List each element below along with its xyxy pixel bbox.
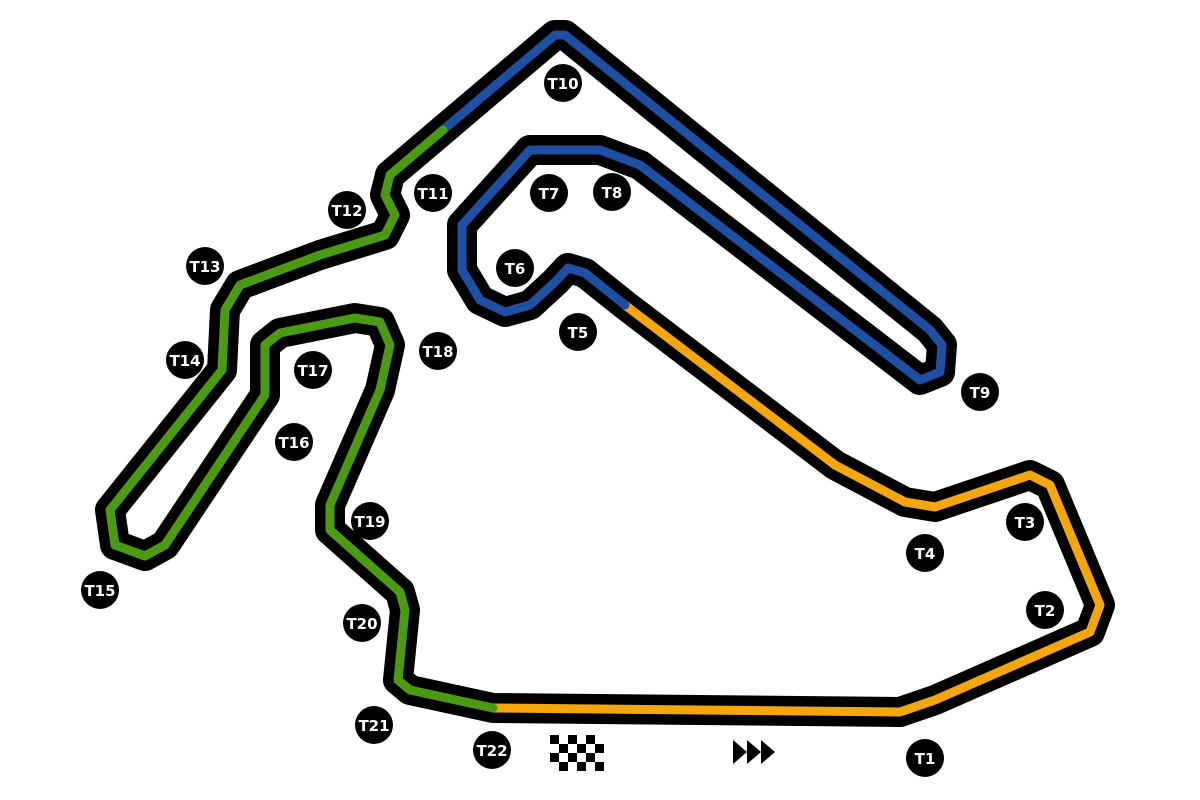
turn-badge (419, 332, 457, 370)
turn-marker: T13 (186, 247, 224, 285)
turn-marker: T5 (559, 313, 597, 351)
turn-badge (186, 247, 224, 285)
turn-marker: T14 (166, 341, 204, 379)
turn-badge (544, 64, 582, 102)
turn-label: T2 (1035, 602, 1056, 620)
turn-marker: T17 (294, 351, 332, 389)
turn-badge (473, 731, 511, 769)
turn-label: T13 (189, 258, 220, 276)
turn-badge (328, 191, 366, 229)
turn-marker: T9 (961, 373, 999, 411)
turn-label: T15 (84, 582, 115, 600)
turn-badge (275, 423, 313, 461)
turn-badge (593, 173, 631, 211)
turn-marker: T1 (906, 739, 944, 777)
turn-marker: T11 (414, 174, 452, 212)
sector-2 (438, 30, 947, 385)
turn-badge (343, 604, 381, 642)
turn-label: T3 (1015, 514, 1036, 532)
turn-label: T6 (505, 260, 526, 278)
turn-label: T1 (915, 750, 936, 768)
turn-marker: T22 (473, 731, 511, 769)
turn-label: T9 (970, 384, 991, 402)
turn-label: T8 (602, 184, 623, 202)
turn-label: T21 (358, 717, 389, 735)
turn-marker: T3 (1006, 503, 1044, 541)
turn-badge (355, 706, 393, 744)
turn-label: T18 (422, 343, 453, 361)
turn-label: T12 (331, 202, 362, 220)
turn-badge (961, 373, 999, 411)
turn-label: T14 (169, 352, 200, 370)
turn-marker: T8 (593, 173, 631, 211)
turn-label: T7 (539, 185, 560, 203)
turn-badge (81, 571, 119, 609)
turn-badge (166, 341, 204, 379)
turn-labels: T1 T2 T3 T4 T5 T6 T7 T8 T9 T10 T11 T12 T13 T14 T15 T16 T… (81, 64, 1064, 777)
sector-1 (488, 300, 1105, 717)
turn-badge (294, 351, 332, 389)
turn-badge (559, 313, 597, 351)
sector-3 (105, 125, 498, 713)
turn-marker: T19 (351, 502, 389, 540)
turn-label: T5 (568, 324, 589, 342)
turn-marker: T10 (544, 64, 582, 102)
turn-badge (414, 174, 452, 212)
turn-badge (351, 502, 389, 540)
turn-badge (1006, 503, 1044, 541)
turn-badge (906, 534, 944, 572)
turn-badge (530, 174, 568, 212)
track-outline (95, 20, 1115, 727)
turn-marker: T18 (419, 332, 457, 370)
turn-marker: T20 (343, 604, 381, 642)
turn-label: T20 (346, 615, 377, 633)
turn-badge (1026, 591, 1064, 629)
finish-flag (550, 735, 604, 771)
track (95, 20, 1115, 727)
turn-badge (906, 739, 944, 777)
turn-label: T22 (476, 742, 507, 760)
turn-marker: T4 (906, 534, 944, 572)
turn-badge (496, 249, 534, 287)
turn-marker: T15 (81, 571, 119, 609)
turn-label: T10 (547, 75, 578, 93)
turn-marker: T2 (1026, 591, 1064, 629)
turn-label: T19 (354, 513, 385, 531)
turn-label: T17 (297, 362, 328, 380)
turn-marker: T21 (355, 706, 393, 744)
turn-label: T16 (278, 434, 309, 452)
turn-marker: T6 (496, 249, 534, 287)
turn-label: T4 (915, 545, 936, 563)
direction-arrows (733, 740, 775, 764)
turn-marker: T12 (328, 191, 366, 229)
turn-label: T11 (417, 185, 448, 203)
turn-marker: T7 (530, 174, 568, 212)
turn-marker: T16 (275, 423, 313, 461)
